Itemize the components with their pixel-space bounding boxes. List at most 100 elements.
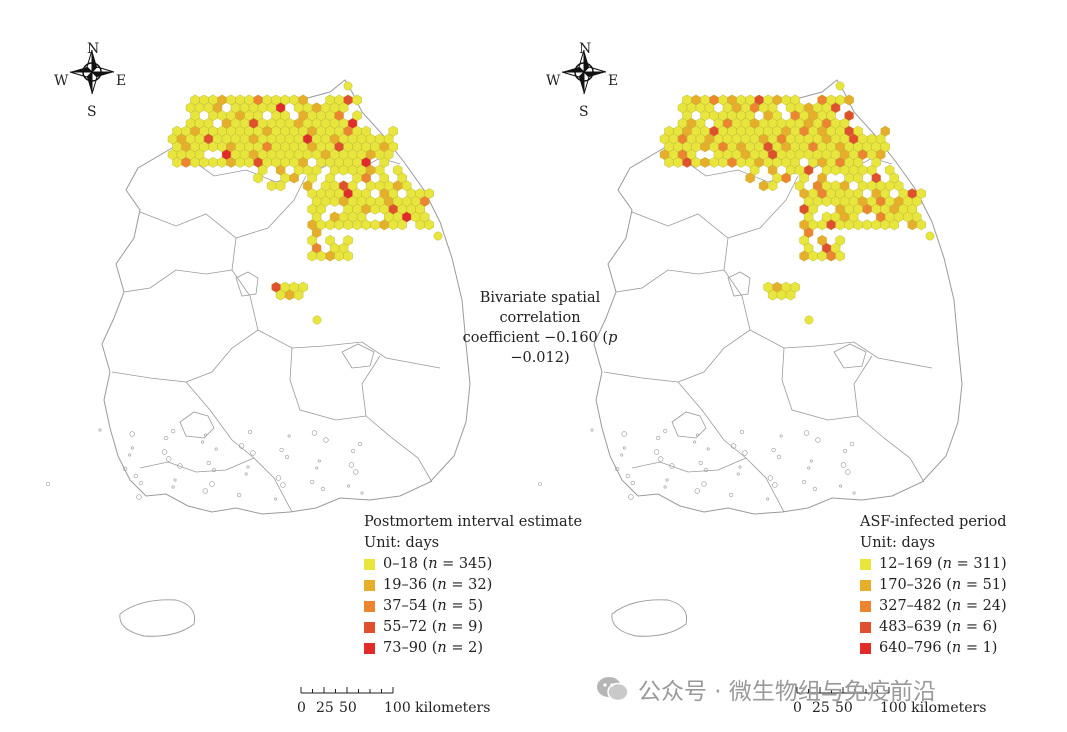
coastal-island — [772, 482, 778, 488]
coastal-island — [310, 479, 315, 485]
coastal-island — [317, 459, 321, 463]
compass-s-label: S — [87, 104, 97, 120]
coastal-island — [767, 475, 774, 481]
coastal-island — [845, 469, 851, 475]
legend-unit: Unit: days — [364, 535, 440, 551]
legend-item: 483–639 (n = 6) — [860, 617, 1007, 638]
legend-label: 19–36 (n = 32) — [383, 577, 493, 593]
legend-swatch — [364, 622, 375, 633]
legend-swatch — [364, 559, 375, 570]
coastal-island — [698, 460, 703, 466]
city-boundary — [671, 411, 707, 439]
city-boundary — [833, 343, 867, 369]
legend-item: 37–54 (n = 5) — [364, 596, 582, 617]
coastal-island — [706, 447, 710, 451]
coastal-island — [771, 447, 776, 453]
scale-label-100: 100 kilometers — [384, 700, 491, 716]
coastal-island — [171, 485, 175, 489]
coastal-island — [663, 428, 668, 434]
carcass-hex-cell — [343, 250, 353, 262]
coastal-island — [247, 429, 253, 435]
coastal-island — [204, 433, 208, 437]
legend-item: 640–796 (n = 1) — [860, 638, 1007, 659]
coastal-island — [630, 480, 635, 486]
legend-item: 327–482 (n = 24) — [860, 596, 1007, 617]
compass-e-label: E — [608, 73, 619, 89]
coastal-island — [663, 485, 667, 489]
province-border — [185, 381, 293, 513]
coastal-island — [802, 479, 807, 485]
carcass-hex-cell — [785, 289, 796, 301]
carcass-hex-cell — [208, 156, 218, 168]
coastal-island — [843, 448, 848, 454]
coastal-island — [776, 454, 782, 460]
coastal-island — [703, 467, 709, 473]
coastal-island — [665, 478, 669, 482]
carcass-hex-cell — [758, 180, 769, 192]
legend-label: 0–18 (n = 345) — [383, 556, 493, 572]
carcass-hex-cell — [275, 180, 286, 192]
carcass-hex-cell — [781, 172, 791, 184]
carcass-hex-cell — [370, 219, 380, 231]
carcass-hex-cell — [343, 81, 353, 91]
coastal-island — [206, 460, 211, 466]
legend-title: ASF-infected period — [860, 514, 1007, 530]
coastal-island — [201, 440, 205, 444]
compass-s-label: S — [579, 104, 589, 120]
city-boundary — [341, 343, 375, 369]
korea-outline — [593, 79, 963, 515]
map-panel-asf-infected: N S E W ASF-infected period Unit: days 1… — [492, 0, 1025, 732]
correlation-suffix: −0.012) — [510, 350, 570, 366]
coastal-island — [323, 437, 329, 443]
legend-title: Postmortem interval estimate — [364, 514, 583, 530]
coastal-island — [246, 465, 250, 469]
coastal-island — [693, 440, 697, 444]
province-border — [289, 347, 433, 483]
coastal-island — [275, 475, 282, 481]
coastal-island — [620, 453, 624, 457]
carcass-hex-cell — [844, 94, 854, 106]
coastal-island — [161, 449, 168, 455]
legend-label: 37–54 (n = 5) — [383, 598, 484, 614]
compass-rose: N S E W — [542, 40, 632, 124]
correlation-annotation: Bivariate spatial correlation coefficien… — [440, 288, 640, 368]
coastal-island — [173, 478, 177, 482]
coastal-island — [202, 488, 208, 494]
coastal-island — [237, 492, 242, 498]
coastal-island — [98, 428, 102, 432]
compass-rose: N S E W — [50, 40, 140, 124]
coastal-island — [315, 466, 319, 470]
carcass-hex-cell — [804, 315, 814, 325]
correlation-p: p — [608, 330, 618, 346]
coastal-island — [287, 434, 291, 438]
carcass-hex-cell — [889, 219, 899, 231]
scale-label-100: 100 kilometers — [880, 700, 987, 716]
compass-star-icon — [561, 49, 607, 95]
korea-outline — [101, 79, 471, 515]
coastal-island — [736, 472, 740, 476]
jeju-island — [119, 599, 196, 637]
legend-label: 327–482 (n = 24) — [879, 598, 1007, 614]
coastal-island — [214, 447, 218, 451]
province-border — [677, 381, 785, 513]
coastal-island — [177, 463, 183, 469]
legend-item: 12–169 (n = 311) — [860, 554, 1007, 575]
scale-label-0: 0 — [793, 700, 802, 716]
legend-swatch — [860, 601, 871, 612]
carcass-hex-cell — [835, 81, 845, 91]
correlation-prefix: coefficient −0.160 ( — [462, 330, 609, 346]
compass-e-label: E — [116, 73, 127, 89]
carcass-hex-cell — [862, 219, 872, 231]
coastal-island — [815, 437, 821, 443]
coastal-island — [669, 463, 675, 469]
coastal-island — [164, 435, 169, 441]
carcass-hex-cell — [266, 180, 277, 192]
coastal-island — [809, 459, 813, 463]
watermark-text: 公众号 · 微生物组与免疫前沿 — [638, 679, 936, 705]
legend-unit: Unit: days — [860, 535, 936, 551]
carcass-hex-cell — [433, 231, 443, 241]
legend-label: 73–90 (n = 2) — [383, 640, 484, 656]
city-boundary — [727, 271, 751, 297]
carcass-hex-cell — [312, 315, 322, 325]
